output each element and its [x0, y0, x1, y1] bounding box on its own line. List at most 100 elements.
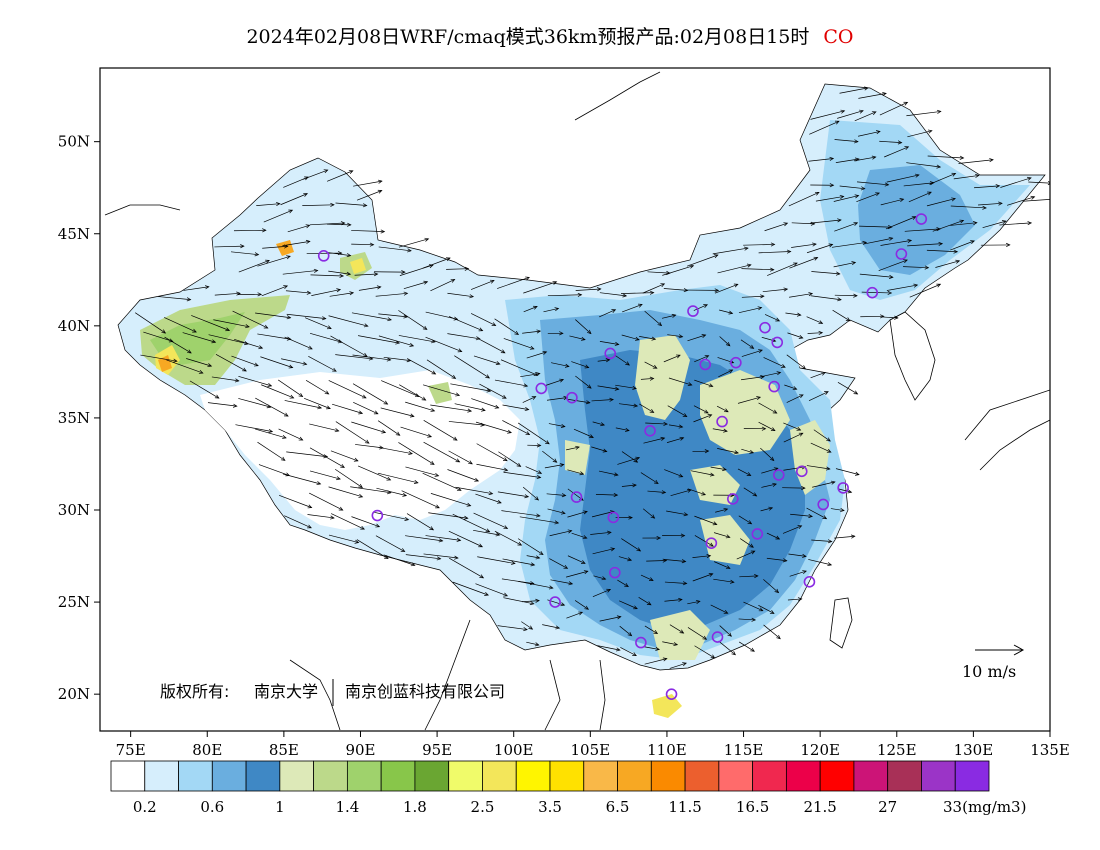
wind-arrowhead — [652, 364, 658, 369]
copyright-block: 版权所有: 南京大学 南京创蓝科技有限公司 — [160, 679, 505, 706]
colorbar-label: 0.6 — [200, 798, 224, 816]
station-marker — [866, 286, 879, 299]
wind-arrow — [335, 354, 373, 360]
wind-arrowhead — [358, 493, 364, 498]
wind-arrowhead — [826, 437, 831, 442]
wind-arrowhead — [263, 324, 269, 329]
wind-arrow — [950, 240, 975, 251]
wind-arrow — [575, 319, 592, 334]
colorbar-swatch — [617, 760, 652, 792]
lat-tick-label: 35N — [58, 409, 90, 427]
wind-arrow — [783, 422, 801, 431]
wind-arrow — [667, 334, 683, 338]
wind-arrowhead — [474, 477, 480, 482]
wind-arrowhead — [653, 630, 659, 635]
wind-arrow — [330, 335, 368, 357]
wind-arrowhead — [959, 219, 965, 224]
wind-arrowhead — [596, 287, 602, 292]
wind-arrow — [358, 286, 381, 291]
wind-arrowhead — [707, 414, 713, 418]
wind-arrow — [591, 399, 614, 402]
wind-arrowhead — [363, 323, 369, 328]
wind-arrowhead — [454, 555, 459, 560]
wind-arrow — [622, 304, 643, 313]
wind-arrow — [832, 309, 851, 322]
wind-arrow — [282, 270, 318, 275]
wind-arrow — [407, 358, 436, 375]
colorbar-swatch — [752, 760, 787, 792]
wind-arrowhead — [802, 570, 807, 575]
wind-arrowhead — [704, 449, 710, 454]
colorbar-swatch — [380, 760, 416, 792]
wind-arrow — [234, 338, 263, 349]
wind-arrow — [377, 472, 418, 484]
wind-arrow — [663, 354, 681, 363]
wind-arrowhead — [327, 325, 332, 330]
station-marker — [665, 688, 678, 700]
wind-arrow — [669, 662, 687, 669]
wind-arrowhead — [679, 629, 685, 634]
wind-arrow — [423, 553, 459, 559]
wind-arrowhead — [847, 489, 853, 494]
colorbar-unit: 33(mg/m3) — [943, 798, 1026, 816]
wind-arrowhead — [830, 480, 836, 485]
wind-arrowhead — [535, 555, 541, 560]
wind-arrowhead — [660, 436, 666, 441]
wind-arrow — [331, 513, 365, 530]
wind-arrowhead — [560, 510, 566, 515]
wind-arrowhead — [502, 394, 507, 399]
wind-arrowhead — [583, 510, 588, 515]
wind-arrowhead — [656, 535, 662, 541]
station-marker — [549, 596, 561, 608]
korea-outline — [889, 311, 936, 401]
wind-arrowhead — [903, 259, 908, 264]
wind-arrowhead — [903, 101, 909, 106]
wind-arrowhead — [678, 424, 684, 429]
wind-arrow — [615, 384, 637, 389]
station-marker — [705, 537, 718, 549]
wind-arrow — [575, 375, 592, 389]
wind-arrow — [476, 443, 508, 461]
wind-arrowhead — [822, 515, 828, 520]
wind-arrow — [716, 405, 729, 413]
wind-arrowhead — [749, 543, 754, 548]
wind-arrow — [690, 470, 714, 476]
wind-arrowhead — [589, 434, 594, 438]
wind-arrow — [663, 559, 686, 562]
wind-arrowhead — [536, 443, 542, 448]
wind-arrowhead — [662, 657, 668, 662]
wind-arrowhead — [283, 285, 289, 290]
wind-arrowhead — [760, 294, 765, 299]
wind-arrow — [260, 356, 293, 368]
wind-arrowhead — [657, 321, 663, 327]
wind-arrowhead — [568, 581, 574, 586]
wind-arrowhead — [383, 400, 389, 405]
wind-arrow — [884, 146, 909, 158]
wind-arrowhead — [678, 597, 683, 602]
copyright-prefix: 版权所有: — [160, 682, 229, 701]
wind-arrow — [885, 216, 916, 230]
wind-arrowhead — [478, 327, 484, 332]
wind-arrowhead — [240, 244, 245, 249]
colorbar-swatch — [448, 760, 483, 792]
wind-arrow — [950, 222, 977, 226]
wind-arrow — [186, 358, 212, 367]
wind-arrow — [257, 333, 291, 340]
wind-arrowhead — [469, 294, 475, 299]
wind-arrow — [785, 312, 801, 316]
wind-arrowhead — [456, 487, 462, 491]
wind-arrowhead — [380, 229, 386, 234]
wind-arrow — [767, 262, 798, 276]
wind-arrowhead — [538, 551, 544, 556]
wind-arrow — [423, 420, 458, 441]
kashgar-hotspot — [158, 355, 172, 372]
wind-arrow — [423, 441, 460, 463]
wind-arrow — [526, 641, 539, 646]
wind-arrowhead — [494, 404, 500, 409]
wind-arrowhead — [702, 635, 708, 640]
wind-arrowhead — [173, 358, 178, 363]
hainan-high — [652, 694, 682, 718]
wind-arrowhead — [308, 345, 313, 350]
wind-arrow — [522, 330, 541, 334]
